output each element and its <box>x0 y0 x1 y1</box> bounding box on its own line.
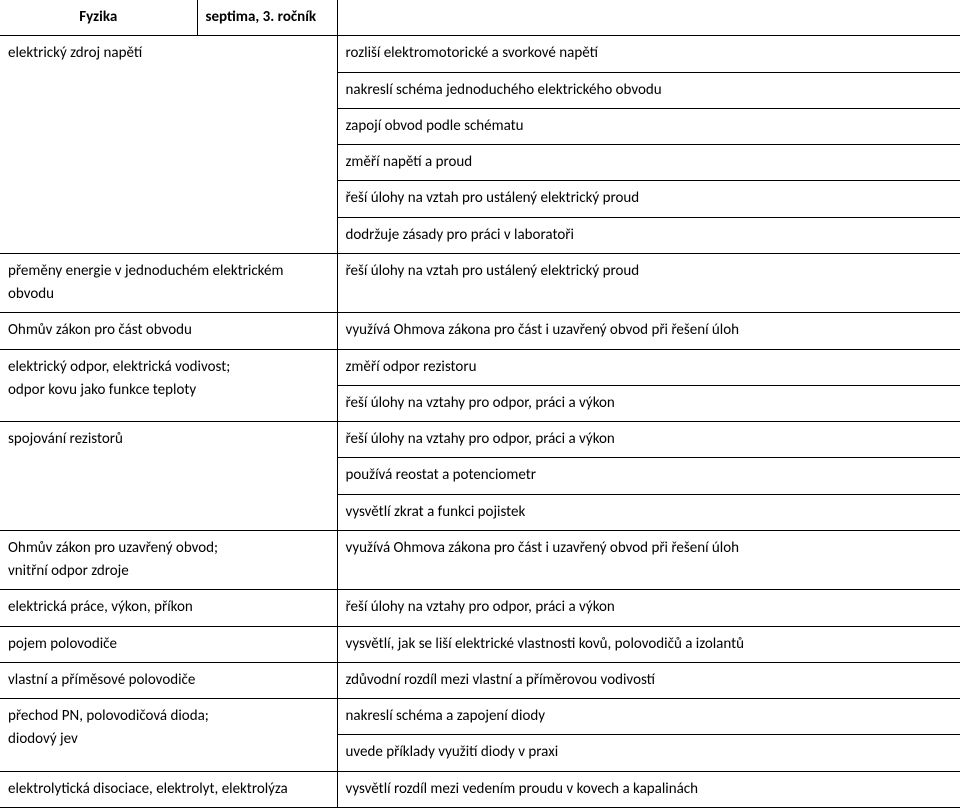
header-empty <box>337 0 960 36</box>
topic-text: vnitřní odpor zdroje <box>8 560 329 583</box>
outcome-text: nakreslí schéma a zapojení diody <box>338 699 960 735</box>
outcomes-cell: řeší úlohy na vztahy pro odpor, práci a … <box>337 422 960 531</box>
outcome-text: využívá Ohmova zákona pro část i uzavřen… <box>337 313 960 349</box>
header-row: Fyzika septima, 3. ročník <box>0 0 960 36</box>
table-row: elektrický odpor, elektrická vodivost; o… <box>0 349 960 422</box>
table-row: přechod PN, polovodičová dioda; diodový … <box>0 699 960 772</box>
header-grade: septima, 3. ročník <box>197 0 337 36</box>
outcome-text: nakreslí schéma jednoduchého elektrickéh… <box>338 73 960 109</box>
header-subject: Fyzika <box>0 0 197 36</box>
outcome-text: řeší úlohy na vztah pro ustálený elektri… <box>337 253 960 313</box>
topic-cell: vlastní a příměsové polovodiče <box>0 662 337 698</box>
topic-text: přechod PN, polovodičová dioda; <box>8 705 329 728</box>
topic-cell: elektrická práce, výkon, příkon <box>0 590 337 626</box>
outcome-text: rozliší elektromotorické a svorkové napě… <box>338 36 960 72</box>
table-row: elektrická práce, výkon, příkon řeší úlo… <box>0 590 960 626</box>
topic-cell: pojem polovodiče <box>0 626 337 662</box>
table-row: přeměny energie v jednoduchém elektrické… <box>0 253 960 313</box>
outcomes-cell: nakreslí schéma a zapojení diody uvede p… <box>337 699 960 772</box>
outcomes-cell: změří odpor rezistoru řeší úlohy na vzta… <box>337 349 960 422</box>
topic-text: odpor kovu jako funkce teploty <box>8 379 329 402</box>
outcome-text: změří odpor rezistoru <box>338 350 960 386</box>
outcome-text: uvede příklady využití diody v praxi <box>338 735 960 770</box>
outcome-text: řeší úlohy na vztahy pro odpor, práci a … <box>338 422 960 458</box>
table-row: Ohmův zákon pro uzavřený obvod; vnitřní … <box>0 530 960 590</box>
outcome-text: vysvětlí rozdíl mezi vedením proudu v ko… <box>337 771 960 807</box>
outcome-text: řeší úlohy na vztahy pro odpor, práci a … <box>337 590 960 626</box>
document-page: Fyzika septima, 3. ročník elektrický zdr… <box>0 0 960 808</box>
outcome-text: vysvětlí zkrat a funkci pojistek <box>338 495 960 530</box>
table-row: spojování rezistorů řeší úlohy na vztahy… <box>0 422 960 531</box>
topic-cell: elektrický odpor, elektrická vodivost; o… <box>0 349 337 422</box>
outcome-text: vysvětlí, jak se liší elektrické vlastno… <box>337 626 960 662</box>
topic-text: elektrický zdroj napětí <box>8 42 329 65</box>
topic-text: Ohmův zákon pro uzavřený obvod; <box>8 537 329 560</box>
table-row: elektrolytická disociace, elektrolyt, el… <box>0 771 960 807</box>
table-row: pojem polovodiče vysvětlí, jak se liší e… <box>0 626 960 662</box>
table-row: elektrický zdroj napětí rozliší elektrom… <box>0 36 960 254</box>
topic-cell: elektrický zdroj napětí <box>0 36 337 254</box>
outcome-text: zapojí obvod podle schématu <box>338 109 960 145</box>
table-row: Ohmův zákon pro část obvodu využívá Ohmo… <box>0 313 960 349</box>
topic-text: diodový jev <box>8 728 329 751</box>
table-row: vlastní a příměsové polovodiče zdůvodní … <box>0 662 960 698</box>
curriculum-table: Fyzika septima, 3. ročník elektrický zdr… <box>0 0 960 808</box>
outcome-text: řeší úlohy na vztahy pro odpor, práci a … <box>338 386 960 421</box>
topic-cell: přeměny energie v jednoduchém elektrické… <box>0 253 337 313</box>
outcome-text: zdůvodní rozdíl mezi vlastní a příměrovo… <box>337 662 960 698</box>
topic-cell: přechod PN, polovodičová dioda; diodový … <box>0 699 337 772</box>
topic-cell: spojování rezistorů <box>0 422 337 531</box>
topic-text: elektrický odpor, elektrická vodivost; <box>8 356 329 379</box>
outcome-text: řeší úlohy na vztah pro ustálený elektri… <box>338 181 960 217</box>
topic-cell: elektrolytická disociace, elektrolyt, el… <box>0 771 337 807</box>
outcome-text: změří napětí a proud <box>338 145 960 181</box>
outcomes-cell: rozliší elektromotorické a svorkové napě… <box>337 36 960 254</box>
topic-cell: Ohmův zákon pro uzavřený obvod; vnitřní … <box>0 530 337 590</box>
outcome-text: dodržuje zásady pro práci v laboratoři <box>338 218 960 253</box>
outcome-text: využívá Ohmova zákona pro část i uzavřen… <box>337 530 960 590</box>
topic-cell: Ohmův zákon pro část obvodu <box>0 313 337 349</box>
outcome-text: používá reostat a potenciometr <box>338 458 960 494</box>
